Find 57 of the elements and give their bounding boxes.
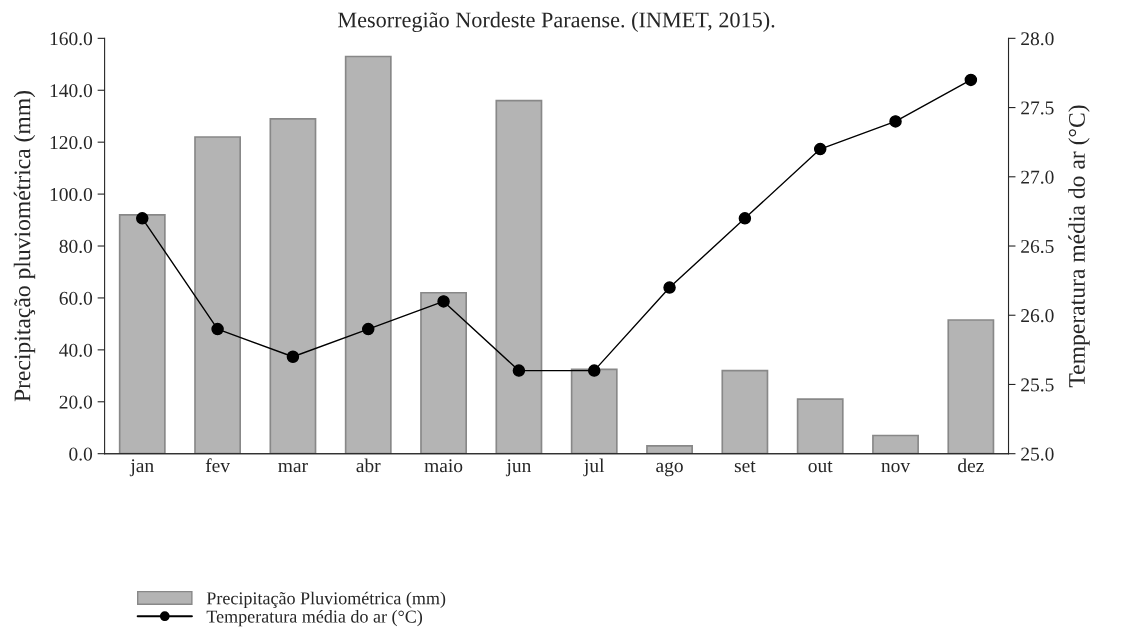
- x-tick-label: mar: [278, 462, 308, 473]
- y-tick-label: 100.0: [50, 187, 93, 202]
- y2-tick-label: 27.0: [1021, 170, 1054, 184]
- bar: [118, 214, 166, 454]
- y-tick-label: 0.0: [69, 447, 93, 461]
- bar: [269, 117, 317, 454]
- x-tick-label: nov: [881, 462, 911, 473]
- y2-tick-label: 26.0: [1021, 309, 1054, 323]
- y-axis-title: Precipitação pluviométrica (mm): [13, 91, 36, 402]
- bar: [344, 55, 392, 454]
- point: [663, 281, 676, 294]
- y-tick-label: 20.0: [59, 395, 93, 409]
- bar: [796, 398, 844, 454]
- legend-label: Temperatura média do ar (°C): [206, 609, 423, 627]
- x-tick-label: ago: [656, 462, 683, 477]
- y-tick-label: 60.0: [59, 291, 93, 305]
- y2-tick-label: 26.5: [1021, 239, 1054, 254]
- point: [361, 322, 375, 336]
- legend-label: Precipitação Pluviométrica (mm): [206, 591, 446, 609]
- point: [286, 350, 300, 364]
- y2-tick-label: 25.5: [1021, 378, 1054, 392]
- point: [813, 142, 827, 156]
- point: [587, 364, 601, 377]
- y2-axis-title: Temperatura média do ar (°C): [1068, 105, 1090, 388]
- y-tick-label: 140.0: [50, 84, 93, 98]
- bar: [646, 445, 693, 454]
- point: [964, 73, 978, 87]
- x-tick-label: abr: [356, 458, 381, 473]
- bar: [194, 136, 242, 454]
- point: [889, 115, 902, 128]
- x-tick-label: jul: [583, 458, 605, 477]
- point: [512, 364, 526, 377]
- y2-tick-label: 28.0: [1021, 32, 1054, 46]
- chart-title: Mesorregião Nordeste Paraense. (INMET, 2015).: [338, 11, 775, 33]
- y2-tick-label: 27.5: [1021, 101, 1054, 115]
- x-tick-label: maio: [424, 459, 463, 473]
- bar: [420, 291, 468, 454]
- x-tick-label: set: [734, 461, 756, 473]
- y-tick-label: 160.0: [50, 32, 93, 46]
- bar: [947, 319, 995, 454]
- point: [738, 212, 752, 225]
- x-tick-label: out: [808, 461, 833, 473]
- bar: [570, 368, 618, 454]
- x-tick-label: jan: [129, 459, 154, 477]
- point: [211, 322, 224, 336]
- point: [437, 295, 450, 308]
- x-tick-label: dez: [958, 458, 984, 473]
- y2-tick-label: 25.0: [1021, 447, 1054, 461]
- x-tick-label: jun: [505, 459, 532, 477]
- bar: [872, 434, 919, 454]
- bar: [721, 369, 769, 454]
- y-tick-label: 80.0: [59, 239, 93, 254]
- point: [136, 212, 149, 225]
- x-tick-label: fev: [205, 458, 231, 473]
- bar: [495, 99, 543, 454]
- y-tick-label: 120.0: [50, 135, 93, 150]
- y-tick-label: 40.0: [59, 343, 93, 357]
